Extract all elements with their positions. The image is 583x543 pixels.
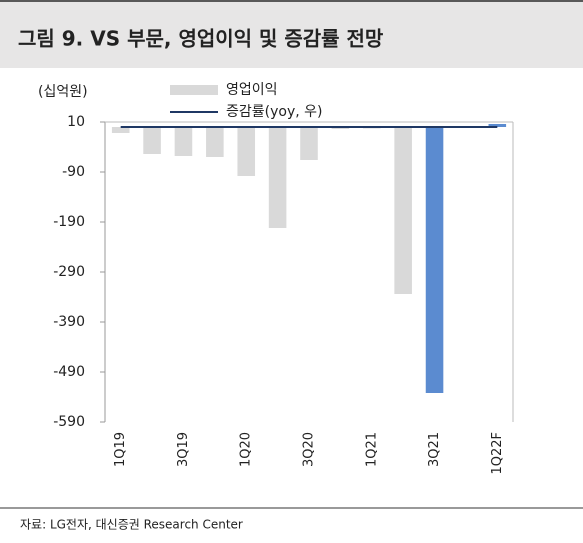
legend-label: 영업이익 bbox=[226, 82, 278, 98]
y-tick-label: -290 bbox=[53, 264, 85, 280]
bar bbox=[394, 127, 412, 294]
x-tick-label: 3Q20 bbox=[302, 432, 317, 467]
y-tick-label: -90 bbox=[62, 164, 85, 180]
x-tick-label: 1Q20 bbox=[239, 432, 254, 467]
legend-swatch bbox=[170, 85, 218, 95]
bar bbox=[425, 127, 444, 393]
y-tick-label: -590 bbox=[53, 414, 85, 430]
legend-label: 증감률(yoy, 우) bbox=[226, 104, 322, 120]
bar bbox=[111, 127, 130, 133]
bar bbox=[174, 127, 193, 156]
unit-label: (십억원) bbox=[38, 84, 88, 100]
bar bbox=[143, 127, 161, 154]
bar bbox=[237, 127, 256, 176]
y-tick-label: -390 bbox=[53, 314, 85, 330]
x-tick-label: 1Q19 bbox=[113, 432, 128, 467]
y-tick-label: 10 bbox=[67, 114, 85, 130]
x-tick-label: 1Q21 bbox=[364, 432, 379, 467]
x-tick-label: 3Q19 bbox=[176, 432, 191, 467]
bar bbox=[488, 124, 507, 127]
bar bbox=[206, 127, 224, 157]
bar bbox=[268, 127, 287, 228]
y-tick-label: -190 bbox=[53, 214, 85, 230]
header-band bbox=[0, 0, 583, 68]
bar bbox=[300, 127, 318, 160]
source: 자료: LG전자, 대신증권 Research Center bbox=[20, 518, 243, 532]
header-title: 그림 9. VS 부문, 영업이익 및 증감률 전망 bbox=[18, 27, 384, 51]
x-tick-label: 3Q21 bbox=[427, 432, 442, 467]
x-tick-label: 1Q22F bbox=[490, 432, 505, 475]
y-tick-label: -490 bbox=[53, 364, 85, 380]
